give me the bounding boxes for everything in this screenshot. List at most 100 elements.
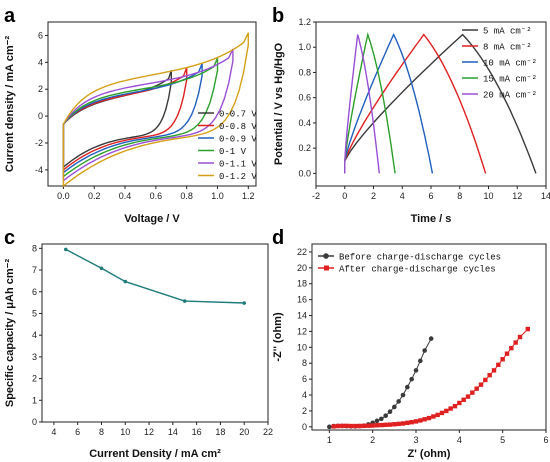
nyquist-point xyxy=(357,423,362,429)
gcd-curve xyxy=(344,34,380,174)
nyquist-point xyxy=(513,340,518,345)
nyquist-point xyxy=(383,422,388,428)
x-tick-label: 4 xyxy=(51,427,56,437)
x-tick-label: 0.2 xyxy=(88,191,101,201)
nyquist-point xyxy=(509,345,514,351)
y-tick-label: 6 xyxy=(302,374,307,384)
plot-frame xyxy=(311,243,547,431)
nyquist-point xyxy=(461,397,466,402)
legend-label: 10 mA cm⁻² xyxy=(483,59,537,69)
y-tick-label: 6 xyxy=(32,287,37,297)
cv-curve xyxy=(62,32,249,188)
x-tick-label: 6 xyxy=(75,427,80,437)
gcd-curve xyxy=(344,32,434,174)
panel-label: b xyxy=(272,5,284,27)
y-tick-label: 0.8 xyxy=(298,67,311,77)
y-tick-label: 10 xyxy=(297,342,307,352)
cv-curve xyxy=(62,58,219,179)
nyquist-point xyxy=(452,403,458,409)
nyquist-point xyxy=(387,409,393,415)
y-tick-label: 6 xyxy=(38,30,43,40)
nyquist-point xyxy=(370,423,375,428)
y-tick-label: 4 xyxy=(302,390,307,400)
nyquist-point xyxy=(374,423,380,428)
x-tick-label: 0.6 xyxy=(150,191,163,201)
nyquist-point xyxy=(392,404,397,410)
x-tick-label: 0.8 xyxy=(180,191,193,201)
nyquist-point xyxy=(335,423,341,429)
panel-b-gcd-chart: -2 0 2 4 6 8 10 12 14 0.0 0.2 0.4 0.6 0.8 1.0 1.2 Time /… xyxy=(272,5,550,225)
gcd-curve xyxy=(344,33,487,174)
x-tick-label: 0.0 xyxy=(57,191,70,201)
legend-label: Before charge-discharge cycles xyxy=(339,253,501,263)
nyquist-point xyxy=(396,421,401,427)
x-tick-label: 4 xyxy=(400,191,405,201)
panel-label: c xyxy=(4,227,15,249)
x-tick-label: 1 xyxy=(327,435,332,445)
y-tick-label: 2 xyxy=(302,406,307,416)
gcd-curve xyxy=(344,31,396,174)
nyquist-point xyxy=(418,418,423,423)
nyquist-point xyxy=(413,419,419,424)
x-tick-label: 0.4 xyxy=(119,191,132,201)
nyquist-point xyxy=(483,377,488,383)
x-tick-label: 6 xyxy=(428,191,433,201)
y-axis-label: -Z'' (ohm) xyxy=(272,312,284,362)
y-axis-label: Current density / mA cm⁻² xyxy=(4,36,16,173)
nyquist-point xyxy=(422,417,427,422)
nyquist-point xyxy=(348,423,354,429)
nyquist-point xyxy=(405,384,410,390)
nyquist-point xyxy=(409,420,414,425)
cv-curve xyxy=(62,63,203,175)
nyquist-point xyxy=(496,362,501,368)
y-tick-label: 3 xyxy=(32,352,37,362)
nyquist-point xyxy=(396,399,401,404)
y-tick-label: 8 xyxy=(302,358,307,368)
nyquist-point xyxy=(439,410,445,416)
nyquist-point xyxy=(331,424,336,429)
legend-label: 5 mA cm⁻² xyxy=(483,27,532,37)
nyquist-point xyxy=(517,334,523,340)
legend-label: 0-0.9 V xyxy=(219,135,257,145)
legend-label: 8 mA cm⁻² xyxy=(483,43,532,53)
y-tick-label: 0.0 xyxy=(298,168,311,178)
x-tick-label: 10 xyxy=(483,191,493,201)
nyquist-point xyxy=(422,348,427,353)
nyquist-point xyxy=(487,372,492,378)
nyquist-point xyxy=(405,420,410,426)
x-tick-label: 16 xyxy=(192,427,202,437)
nyquist-point xyxy=(500,357,505,362)
nyquist-point xyxy=(504,351,510,356)
x-tick-label: 12 xyxy=(144,427,154,437)
x-tick-label: 4 xyxy=(457,435,462,445)
x-tick-label: 20 xyxy=(239,427,249,437)
capacity-point xyxy=(63,247,68,252)
y-tick-label: 0.6 xyxy=(298,93,311,103)
y-tick-label: 14 xyxy=(297,311,307,321)
x-tick-label: 3 xyxy=(413,435,418,445)
x-tick-label: 5 xyxy=(500,435,505,445)
y-tick-label: 1.0 xyxy=(298,42,311,52)
capacity-point xyxy=(99,266,104,271)
y-tick-label: 7 xyxy=(32,265,37,275)
y-tick-label: 20 xyxy=(297,263,307,273)
legend-label: 0-1 V xyxy=(219,147,247,157)
y-tick-label: -4 xyxy=(35,165,43,175)
x-tick-label: 10 xyxy=(120,427,130,437)
nyquist-point xyxy=(491,368,497,373)
x-axis-label: Voltage / V xyxy=(124,213,180,225)
legend-label: 0-1.2 V xyxy=(219,172,257,182)
nyquist-point xyxy=(383,413,388,418)
y-tick-label: 1.2 xyxy=(298,17,311,27)
x-tick-label: 2 xyxy=(371,191,376,201)
nyquist-point xyxy=(474,386,479,391)
nyquist-point xyxy=(435,412,440,418)
y-tick-label: 12 xyxy=(297,326,307,336)
x-tick-label: 0 xyxy=(342,191,347,201)
x-axis-label: Current Density / mA cm² xyxy=(89,448,221,460)
y-tick-label: 22 xyxy=(297,247,307,257)
legend-label: 0-0.8 V xyxy=(219,122,257,132)
x-tick-label: 1.2 xyxy=(242,191,255,201)
plot-frame xyxy=(41,243,269,423)
y-axis-label: Potential / V vs Hg/HgO xyxy=(273,42,285,165)
